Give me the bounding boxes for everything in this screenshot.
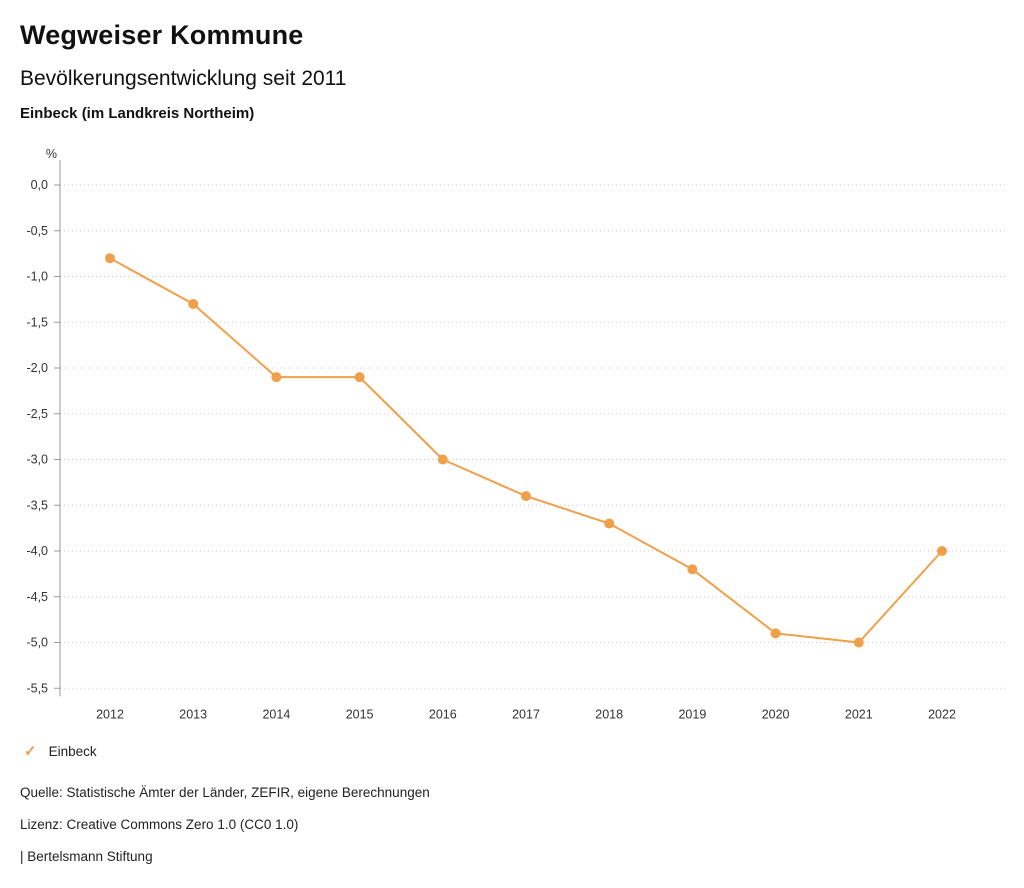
x-tick-label: 2017 [512, 707, 540, 721]
chart-footer: Quelle: Statistische Ämter der Länder, Z… [20, 785, 1000, 881]
region-label: Einbeck (im Landkreis Northeim) [20, 105, 255, 122]
line-chart-area: 0,0 -0,5 -1,0 -1,5 -2,0 -2,5 -3,0 -3,5 -4,0 -4,5 -… [0, 140, 1024, 732]
x-tick-label: 2019 [678, 707, 706, 721]
y-tick-label: 0,0 [31, 178, 48, 192]
y-tick-label: -3,5 [26, 498, 48, 512]
data-point[interactable] [271, 372, 282, 383]
x-tick-label: 2018 [595, 707, 623, 721]
y-axis-unit-label: % [46, 147, 57, 161]
check-icon: ✓ [24, 743, 37, 760]
y-tick-label: -2,5 [26, 407, 48, 421]
license-text: Lizenz: Creative Commons Zero 1.0 (CC0 1… [20, 817, 299, 832]
chart-legend[interactable]: ✓ Einbeck [24, 744, 97, 759]
data-point[interactable] [604, 518, 615, 529]
data-point[interactable] [853, 637, 864, 648]
y-tick-label: -0,5 [26, 224, 48, 238]
y-tick-label: -4,0 [26, 544, 48, 558]
data-point[interactable] [354, 372, 365, 383]
data-line [109, 257, 943, 644]
y-tick-label: -1,5 [26, 315, 48, 329]
data-point[interactable] [937, 546, 947, 556]
chart-header: Wegweiser Kommune Bevölkerungsentwicklun… [0, 0, 1024, 122]
x-tick-label: 2021 [845, 707, 873, 721]
y-tick-label: -3,0 [26, 453, 48, 467]
y-tick-label: -5,5 [26, 681, 48, 695]
x-tick-label: 2012 [96, 707, 124, 721]
data-point[interactable] [188, 298, 199, 309]
chart-subtitle: Bevölkerungsentwicklung seit 2011 [20, 67, 347, 90]
x-tick-label: 2013 [179, 707, 207, 721]
data-point[interactable] [105, 253, 115, 264]
x-tick-label: 2014 [262, 707, 290, 721]
x-tick-label: 2015 [346, 707, 374, 721]
publisher-text: | Bertelsmann Stiftung [20, 849, 153, 864]
y-tick-label: -5,0 [26, 636, 48, 650]
page-title: Wegweiser Kommune [20, 20, 304, 50]
y-tick-label: -2,0 [26, 361, 48, 375]
legend-label: Einbeck [48, 744, 97, 759]
data-point[interactable] [687, 564, 698, 575]
y-tick-label: -1,0 [26, 270, 48, 284]
population-line-chart: 0,0 -0,5 -1,0 -1,5 -2,0 -2,5 -3,0 -3,5 -4,0 -4,5 -… [26, 147, 1005, 721]
data-point[interactable] [770, 628, 781, 639]
data-point[interactable] [521, 491, 531, 502]
data-point[interactable] [437, 454, 448, 465]
source-text: Quelle: Statistische Ämter der Länder, Z… [20, 785, 430, 800]
x-tick-label: 2022 [928, 707, 956, 721]
x-tick-label: 2020 [762, 707, 790, 721]
x-tick-label: 2016 [429, 707, 457, 721]
y-tick-label: -4,5 [26, 590, 48, 604]
